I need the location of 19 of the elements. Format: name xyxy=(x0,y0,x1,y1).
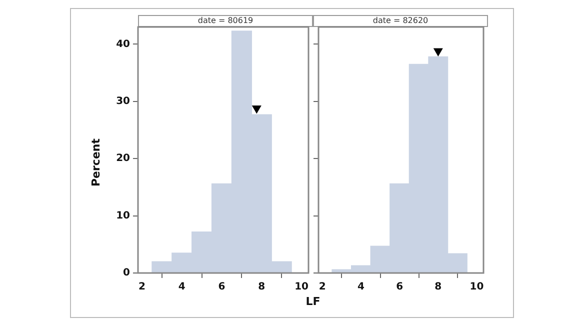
y-tick-label: 10 xyxy=(116,210,130,222)
y-tick-label: 20 xyxy=(116,153,130,164)
x-tick-label: 2 xyxy=(138,282,146,293)
y-tick-label: 30 xyxy=(116,96,130,107)
y-axis-title: Percent xyxy=(90,137,102,189)
chart-title: date = 82620 xyxy=(313,15,488,27)
x-tick-label: 4 xyxy=(178,282,186,293)
x-tick-label: 10 xyxy=(470,282,484,293)
x-tick-label: 6 xyxy=(218,282,226,293)
x-tick-label: 6 xyxy=(396,282,404,293)
y-tick-label: 40 xyxy=(116,38,130,50)
x-tick-label: 10 xyxy=(294,282,309,293)
x-tick-label: 4 xyxy=(357,282,364,293)
x-tick-label: 8 xyxy=(258,282,266,293)
y-tick-label: 0 xyxy=(123,268,130,279)
x-tick-label: 2 xyxy=(318,282,326,293)
x-axis-title: LF xyxy=(304,295,322,308)
chart-title: date = 80619 xyxy=(138,15,313,27)
x-tick-label: 8 xyxy=(434,282,442,293)
